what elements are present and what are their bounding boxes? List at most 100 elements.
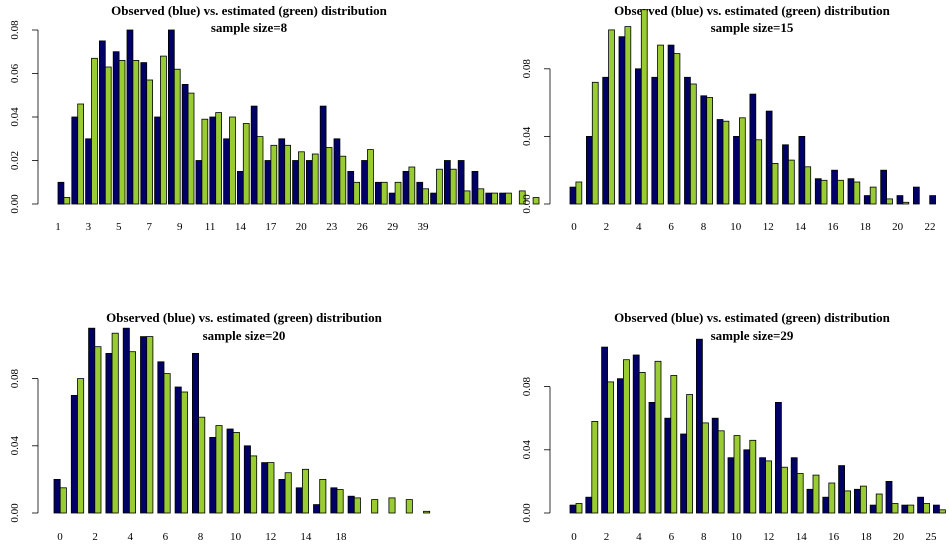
- observed-bar: [105, 352, 113, 514]
- observed-bar: [57, 181, 65, 205]
- observed-bar: [330, 487, 338, 514]
- x-tick-label: 20: [892, 221, 904, 233]
- observed-bar: [896, 195, 904, 205]
- observed-bar: [361, 160, 368, 205]
- estimated-bar: [353, 181, 361, 205]
- x-tick-label: 6: [163, 531, 169, 543]
- estimated-bar: [607, 381, 614, 514]
- estimated-bar: [886, 198, 893, 205]
- observed-bar: [913, 186, 920, 205]
- observed-bar: [831, 169, 838, 205]
- estimated-bar: [686, 394, 693, 514]
- estimated-bar: [201, 118, 209, 205]
- estimated-bar: [733, 435, 741, 514]
- observed-bar: [700, 95, 708, 205]
- estimated-bar: [463, 190, 471, 205]
- chart-title: Observed (blue) vs. estimated (green) di…: [111, 3, 387, 18]
- estimated-bar: [923, 503, 930, 514]
- estimated-bar: [353, 497, 361, 514]
- observed-bar: [347, 495, 355, 514]
- y-tick-label: 0.06: [9, 63, 21, 83]
- observed-bar: [759, 457, 766, 514]
- observed-bar: [443, 160, 451, 205]
- estimated-bar: [828, 482, 836, 514]
- y-tick-label: 0.04: [9, 107, 21, 127]
- estimated-bar: [749, 439, 757, 514]
- x-tick-label: 14: [300, 531, 312, 543]
- estimated-bar: [232, 431, 240, 514]
- estimated-bar: [765, 460, 772, 514]
- estimated-bar: [325, 147, 333, 205]
- observed-bar: [743, 449, 751, 514]
- x-tick-label: 1: [55, 221, 61, 233]
- estimated-bar: [505, 192, 512, 205]
- estimated-bar: [907, 504, 915, 514]
- estimated-bar: [215, 425, 223, 514]
- x-tick-label: 5: [116, 221, 122, 233]
- observed-bar: [602, 76, 610, 205]
- estimated-bar: [198, 416, 206, 514]
- observed-bar: [727, 457, 735, 514]
- observed-bar: [880, 169, 888, 205]
- x-tick-label: 8: [198, 531, 204, 543]
- observed-bar: [499, 192, 506, 205]
- estimated-bar: [624, 26, 632, 205]
- observed-bar: [333, 138, 341, 205]
- y-tick-label: 0.00: [9, 503, 21, 523]
- estimated-bar: [111, 332, 119, 514]
- observed-bar: [618, 36, 626, 205]
- observed-bar: [347, 170, 355, 205]
- estimated-bar: [739, 117, 746, 205]
- observed-bar: [140, 336, 148, 514]
- x-tick-label: 12: [265, 531, 276, 543]
- observed-bar: [319, 105, 327, 205]
- chart-subtitle: sample size=8: [211, 20, 288, 35]
- observed-bar: [157, 361, 165, 514]
- observed-bar: [798, 135, 806, 205]
- observed-bar: [847, 178, 855, 205]
- estimated-bar: [654, 360, 662, 514]
- observed-bar: [822, 496, 830, 514]
- y-tick-label: 0.04: [9, 436, 21, 456]
- observed-bar: [181, 84, 189, 205]
- observed-bar: [696, 338, 703, 514]
- observed-bar: [806, 488, 814, 514]
- observed-bar: [586, 135, 593, 205]
- estimated-bar: [608, 29, 615, 205]
- x-tick-label: 22: [925, 221, 936, 233]
- estimated-bar: [388, 497, 396, 514]
- estimated-bar: [77, 378, 85, 514]
- observed-bar: [374, 181, 382, 205]
- observed-bar: [154, 116, 161, 205]
- x-tick-label: 20: [296, 221, 308, 233]
- estimated-bar: [284, 144, 292, 205]
- estimated-bar: [657, 44, 664, 205]
- estimated-bar: [215, 112, 222, 205]
- estimated-bar: [408, 166, 416, 205]
- observed-bar: [126, 29, 134, 205]
- observed-bar: [243, 445, 251, 514]
- observed-bar: [223, 138, 230, 205]
- x-tick-label: 10: [731, 531, 743, 543]
- observed-bar: [933, 504, 940, 514]
- estimated-bar: [405, 499, 413, 514]
- observed-bar: [664, 417, 672, 514]
- estimated-bar: [242, 123, 250, 205]
- chart-panel-2: Observed (blue) vs. estimated (green) di…: [521, 3, 937, 233]
- observed-bar: [292, 160, 299, 205]
- observed-bar: [838, 465, 845, 514]
- observed-bar: [174, 386, 182, 514]
- observed-bar: [457, 160, 465, 205]
- chart-subtitle: sample size=15: [711, 20, 794, 35]
- estimated-bar: [804, 166, 812, 205]
- estimated-bar: [146, 336, 154, 514]
- y-tick-label: 0.08: [9, 20, 21, 40]
- estimated-bar: [187, 92, 195, 205]
- observed-bar: [261, 462, 269, 514]
- estimated-bar: [575, 181, 583, 205]
- x-tick-label: 7: [147, 221, 153, 233]
- estimated-bar: [163, 373, 171, 514]
- observed-bar: [278, 138, 286, 205]
- estimated-bar: [380, 181, 388, 205]
- observed-bar: [617, 378, 624, 514]
